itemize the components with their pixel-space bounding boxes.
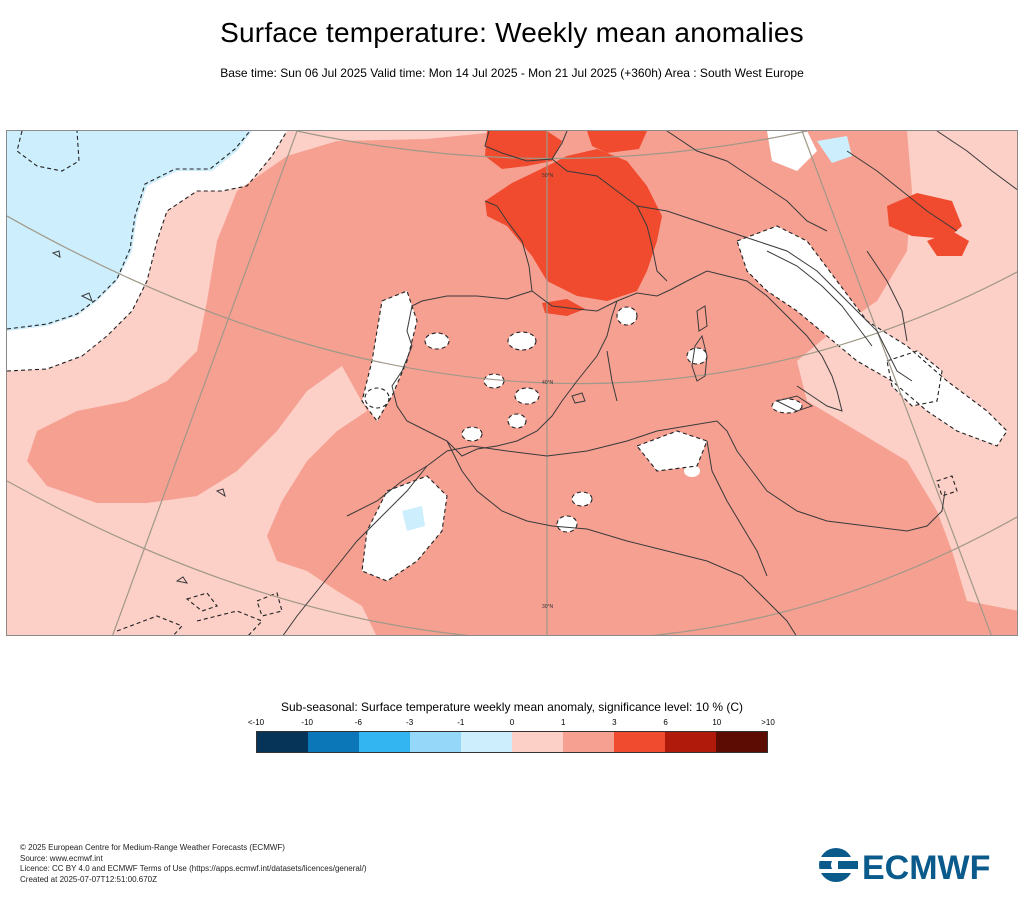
cold-patch-north-italy — [817, 136, 852, 163]
anomaly-6-10-eastern — [927, 231, 969, 256]
legend-labels: <-10 -10 -6 -3 -1 0 1 3 6 10 >10 — [248, 718, 775, 730]
chart-subtitle: Base time: Sun 06 Jul 2025 Valid time: M… — [220, 66, 804, 80]
color-swatch — [665, 732, 716, 752]
cold-pocket-ocean — [17, 131, 79, 171]
svg-text:40°N: 40°N — [542, 380, 554, 386]
legend-label: -1 — [457, 718, 465, 727]
copyright-text: © 2025 European Centre for Medium-Range … — [20, 843, 285, 852]
legend-label: >10 — [761, 718, 775, 727]
legend-label: 10 — [712, 718, 722, 727]
coastlines — [51, 131, 1017, 635]
color-swatch — [461, 732, 512, 752]
ecmwf-emblem-icon — [814, 848, 858, 882]
color-scale-bar — [256, 731, 768, 753]
neutral-morocco-coast — [362, 476, 447, 581]
neutral-alps-north — [767, 131, 817, 171]
neutral-italy-alps — [737, 226, 1007, 446]
licence-text: Licence: CC BY 4.0 and ECMWF Terms of Us… — [20, 864, 367, 873]
neutral-tunisia — [637, 431, 707, 471]
cold-patch-morocco — [402, 506, 425, 531]
color-swatch — [614, 732, 665, 752]
cold-anomaly-northwest — [7, 131, 252, 331]
legend-label: 1 — [560, 718, 566, 727]
source-text: Source: www.ecmwf.int — [20, 853, 103, 863]
legend-label: 6 — [663, 718, 668, 727]
anomaly-6-10-alps — [587, 131, 647, 153]
neutral-band-northwest — [7, 131, 287, 371]
ecmwf-logo[interactable]: ECMWF — [814, 848, 1006, 887]
anomaly-6-10-france — [485, 149, 662, 301]
color-swatch — [257, 732, 308, 752]
neutral-aegean — [887, 351, 942, 406]
legend-label: <-10 — [247, 718, 265, 727]
color-swatch — [410, 732, 461, 752]
svg-text:50°N: 50°N — [542, 173, 554, 179]
anomaly-6-10-balkans — [887, 193, 962, 239]
legend-title: Sub-seasonal: Surface temperature weekly… — [281, 700, 743, 714]
svg-text:30°N: 30°N — [542, 604, 554, 610]
footer-credits: © 2025 European Centre for Medium-Range … — [20, 843, 367, 885]
ecmwf-logo-text: ECMWF — [862, 849, 990, 882]
significance-contours — [7, 131, 1008, 635]
color-swatch — [563, 732, 614, 752]
color-swatch — [308, 732, 359, 752]
legend-label: -6 — [354, 718, 362, 727]
created-text: Created at 2025-07-07T12:51:00.670Z — [20, 874, 157, 884]
color-swatch — [716, 732, 767, 752]
anomaly-map[interactable]: 50°N 40°N 30°N — [6, 130, 1018, 636]
legend-label: -10 — [301, 718, 313, 727]
legend-label: 0 — [509, 718, 515, 727]
legend-label: 3 — [612, 718, 617, 727]
color-swatch — [359, 732, 410, 752]
legend-label: -3 — [406, 718, 414, 727]
map-svg: 50°N 40°N 30°N — [7, 131, 1017, 635]
ecmwf-logo-svg: ECMWF — [814, 848, 990, 887]
color-swatch — [512, 732, 563, 752]
latitude-labels: 50°N 40°N 30°N — [542, 173, 554, 610]
chart-title: Surface temperature: Weekly mean anomali… — [220, 17, 804, 48]
